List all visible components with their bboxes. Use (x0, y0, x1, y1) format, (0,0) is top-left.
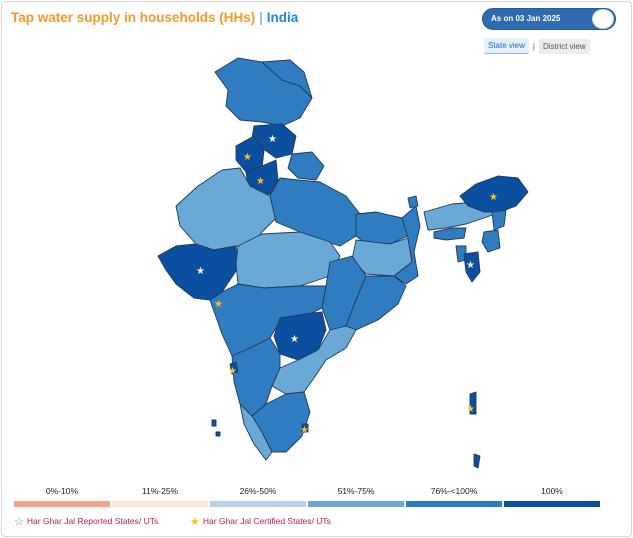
legend-label-1: 11%-25% (141, 486, 179, 496)
state-odisha[interactable] (345, 275, 407, 331)
state-madhya-pradesh[interactable] (235, 231, 341, 289)
state-meghalaya[interactable] (433, 227, 467, 241)
state-nagaland[interactable] (491, 209, 507, 231)
legend-label-2: 26%-50% (239, 486, 277, 496)
legend-label-0: 0%-10% (45, 486, 79, 496)
state-gujarat[interactable] (157, 243, 239, 301)
state-goa[interactable] (229, 361, 239, 375)
state-arunachal-pradesh[interactable] (459, 175, 529, 213)
state-andaman-nicobar-south[interactable] (473, 453, 481, 469)
star-certified-icon: ★ (256, 176, 265, 187)
legend-swatch-0[interactable] (14, 501, 110, 507)
star-reported-icon: ★ (466, 260, 475, 271)
star-certified-icon: ★ (243, 152, 252, 163)
page-title: Tap water supply in households (HHs) | Ind… (11, 10, 298, 25)
view-separator: | (532, 41, 535, 51)
star-certified-icon: ★ (300, 425, 309, 436)
legend-swatch-3[interactable] (308, 501, 404, 507)
state-mizoram[interactable] (463, 251, 481, 283)
view-switcher: State view | District view (484, 38, 590, 54)
star-filled-icon: ★ (190, 516, 200, 528)
star-reported-icon: ★ (196, 266, 205, 277)
key-certified-label: Har Ghar Jal Certified States/ UTs (202, 516, 331, 526)
state-manipur[interactable] (481, 229, 501, 253)
region-link[interactable]: India (266, 10, 299, 25)
legend-swatch-1[interactable] (112, 501, 208, 507)
state-view-button[interactable]: State view (484, 38, 529, 54)
state-west-bengal[interactable] (393, 205, 421, 285)
state-karnataka[interactable] (231, 337, 281, 417)
star-outline-icon: ☆ (14, 516, 24, 528)
key-reported-label: Har Ghar Jal Reported States/ UTs (26, 516, 159, 526)
state-markers: ★ ★ ★ ★ ★ ★ ★ ★ ★ ★ ★ (196, 134, 498, 436)
title-text: Tap water supply in households (HHs) (11, 10, 256, 25)
legend-swatch-4[interactable] (406, 501, 502, 507)
title-separator: | (259, 10, 263, 25)
state-andaman-nicobar[interactable] (469, 391, 477, 415)
toggle-knob[interactable] (592, 9, 614, 29)
date-toggle[interactable]: As on 03 Jan 2025 (482, 8, 616, 30)
state-tamil-nadu[interactable] (251, 391, 311, 453)
state-sikkim[interactable] (407, 195, 419, 209)
star-reported-icon: ★ (268, 134, 277, 145)
legend-swatch-5[interactable] (504, 501, 600, 507)
toggle-label: As on 03 Jan 2025 (491, 14, 561, 23)
legend-label-5: 100% (541, 486, 563, 496)
star-certified-icon: ★ (214, 299, 223, 310)
star-certified-icon: ★ (466, 404, 475, 415)
legend-label-4: 76%-<100% (430, 486, 478, 496)
star-reported-icon: ★ (290, 334, 299, 345)
key-reported: ☆ Har Ghar Jal Reported States/ UTs (14, 515, 158, 528)
state-ladakh[interactable] (261, 59, 313, 99)
legend-label-3: 51%-75% (337, 486, 375, 496)
state-lakshadweep[interactable] (211, 419, 221, 437)
legend-swatch-2[interactable] (210, 501, 306, 507)
state-uttarakhand[interactable] (287, 151, 325, 181)
key-certified: ★ Har Ghar Jal Certified States/ UTs (190, 515, 331, 528)
state-bihar[interactable] (355, 211, 409, 245)
district-view-button[interactable]: District view (538, 38, 590, 54)
star-certified-icon: ★ (489, 192, 498, 203)
state-puducherry[interactable] (301, 423, 309, 433)
star-certified-icon: ★ (228, 366, 237, 377)
